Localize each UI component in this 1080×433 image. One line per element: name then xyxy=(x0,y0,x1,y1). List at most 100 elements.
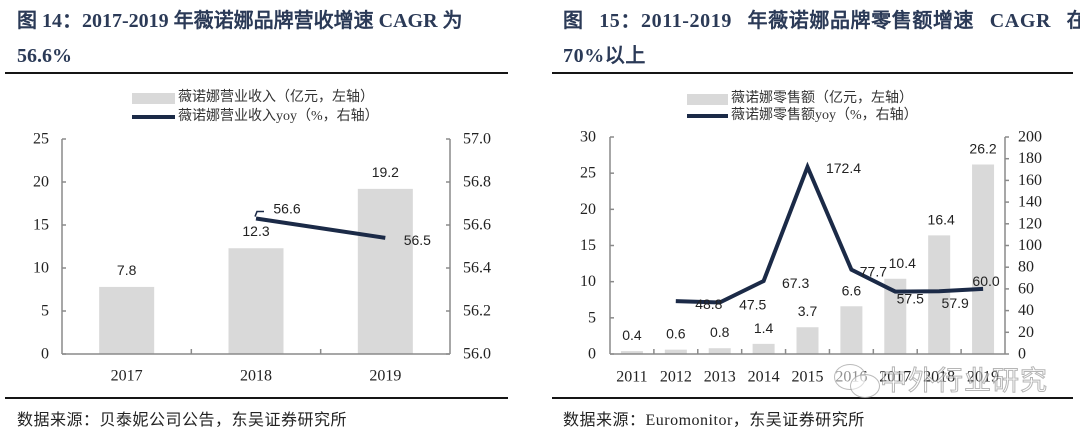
yoy-data-label: 57.5 xyxy=(897,291,924,307)
yoy-data-label: 56.5 xyxy=(404,232,431,248)
x-tick-label: 2013 xyxy=(704,369,736,386)
bar-2017 xyxy=(99,286,155,354)
figure-14-legend-line-label: 薇诺娜营业收入yoy（%，右轴） xyxy=(178,109,379,124)
right-y-tick-label: 40 xyxy=(1018,302,1034,319)
yoy-data-label: 67.3 xyxy=(782,275,809,291)
figure-15-legend-bar-swatch xyxy=(687,94,728,105)
bar-2019 xyxy=(357,188,413,354)
figure-14-legend-line-swatch xyxy=(132,115,175,119)
bar-2011 xyxy=(620,351,643,354)
figure-14-source-rule xyxy=(5,397,508,399)
right-y-tick-label: 140 xyxy=(1018,194,1042,211)
right-y-tick-label: 56.8 xyxy=(463,174,491,191)
figure-14-source: 数据来源：贝泰妮公司公告，东吴证券研究所 xyxy=(17,412,348,429)
figure-14-title-rule xyxy=(5,72,508,74)
figure-15-title-rule xyxy=(552,72,1073,74)
bar-2019 xyxy=(972,164,995,354)
right-y-tick-label: 56.4 xyxy=(463,260,491,277)
right-y-tick-label: 180 xyxy=(1018,150,1042,167)
right-y-tick-label: 57.0 xyxy=(463,131,491,148)
left-y-tick-label: 25 xyxy=(580,165,596,182)
right-y-tick-label: 120 xyxy=(1018,215,1042,232)
bar-data-label: 0.8 xyxy=(710,324,730,340)
figure-14-title-line-1: 图 14：2017-2019 年薇诺娜品牌营收增速 CAGR 为 xyxy=(17,10,463,32)
left-y-tick-label: 25 xyxy=(33,131,49,148)
x-tick-label: 2018 xyxy=(923,369,955,386)
left-y-tick-label: 5 xyxy=(588,309,596,326)
bar-data-label: 1.4 xyxy=(754,320,774,336)
left-y-tick-label: 0 xyxy=(41,346,49,363)
bar-data-label: 7.8 xyxy=(117,262,137,278)
bar-data-label: 0.6 xyxy=(666,326,686,342)
right-y-tick-label: 160 xyxy=(1018,172,1042,189)
yoy-data-label: 48.8 xyxy=(695,296,722,312)
bar-data-label: 0.4 xyxy=(622,327,642,343)
bar-data-label: 26.2 xyxy=(969,140,996,156)
right-y-tick-label: 60 xyxy=(1018,280,1034,297)
x-tick-label: 2017 xyxy=(879,369,911,386)
figure-15-title-line-2: 70%以上 xyxy=(563,45,646,67)
x-tick-label: 2016 xyxy=(835,369,867,386)
right-y-tick-label: 56.2 xyxy=(463,303,491,320)
figure-14-legend-bar-label: 薇诺娜营业收入（亿元，左轴） xyxy=(178,90,374,105)
right-y-tick-label: 56.6 xyxy=(463,217,491,234)
left-y-tick-label: 5 xyxy=(41,303,49,320)
yoy-data-label: 56.6 xyxy=(273,201,300,217)
right-y-tick-label: 20 xyxy=(1018,324,1034,341)
bar-2015 xyxy=(796,327,819,354)
yoy-line xyxy=(675,161,984,305)
right-y-tick-label: 0 xyxy=(1018,346,1026,363)
left-y-tick-label: 10 xyxy=(580,273,596,290)
bar-data-label: 16.4 xyxy=(928,211,955,227)
bar-data-label: 12.3 xyxy=(242,223,269,239)
figure-15-source-rule xyxy=(552,397,1073,399)
bar-2018 xyxy=(928,235,951,354)
yoy-data-label: 77.7 xyxy=(860,264,887,280)
right-y-tick-label: 100 xyxy=(1018,237,1042,254)
figure-14-legend-bar-swatch xyxy=(132,93,175,104)
x-tick-label: 2011 xyxy=(616,369,647,386)
bar-data-label: 6.6 xyxy=(842,282,862,298)
yoy-data-label: 47.5 xyxy=(739,296,766,312)
left-y-tick-label: 30 xyxy=(580,129,596,146)
bar-2016 xyxy=(840,306,863,354)
figure-15-source: 数据来源：Euromonitor，东吴证券研究所 xyxy=(563,412,865,429)
figure-15-legend-line-label: 薇诺娜零售额yoy（%，右轴） xyxy=(731,108,918,123)
yoy-line xyxy=(255,216,386,240)
right-y-tick-label: 56.0 xyxy=(463,346,491,363)
yoy-data-label: 172.4 xyxy=(826,160,861,176)
bar-2014 xyxy=(752,343,775,354)
x-tick-label: 2017 xyxy=(111,368,143,385)
bar-2013 xyxy=(708,348,731,354)
x-tick-label: 2019 xyxy=(369,368,401,385)
figure-15-title: 图 15：2011-2019 年薇诺娜品牌零售额增速 CAGR 在 70%以上 xyxy=(563,4,1080,74)
x-tick-label: 2015 xyxy=(792,369,824,386)
bar-data-label: 3.7 xyxy=(798,303,818,319)
left-y-tick-label: 20 xyxy=(33,174,49,191)
right-y-tick-label: 200 xyxy=(1018,129,1042,146)
left-y-tick-label: 10 xyxy=(33,260,49,277)
figure-14-title-line-2: 56.6% xyxy=(17,45,72,67)
left-y-tick-label: 15 xyxy=(580,237,596,254)
left-y-tick-label: 15 xyxy=(33,217,49,234)
x-tick-label: 2018 xyxy=(240,368,272,385)
yoy-data-label: 60.0 xyxy=(972,273,999,289)
x-tick-label: 2012 xyxy=(660,369,692,386)
x-tick-label: 2019 xyxy=(967,369,999,386)
x-tick-label: 2014 xyxy=(748,369,780,386)
left-y-tick-label: 20 xyxy=(580,201,596,218)
figure-14-title: 图 14：2017-2019 年薇诺娜品牌营收增速 CAGR 为 56.6% xyxy=(17,4,463,74)
figure-15-legend-line-swatch xyxy=(687,114,728,118)
bar-data-label: 10.4 xyxy=(889,255,916,271)
bar-2012 xyxy=(664,349,687,354)
bar-2018 xyxy=(228,248,284,354)
bar-data-label: 19.2 xyxy=(372,164,399,180)
bar-2017 xyxy=(884,278,907,354)
right-y-tick-label: 80 xyxy=(1018,259,1034,276)
left-y-tick-label: 0 xyxy=(588,346,596,363)
figure-15-title-line-1: 图 15：2011-2019 年薇诺娜品牌零售额增速 CAGR 在 xyxy=(563,10,1080,32)
label-leader-line xyxy=(254,210,264,217)
